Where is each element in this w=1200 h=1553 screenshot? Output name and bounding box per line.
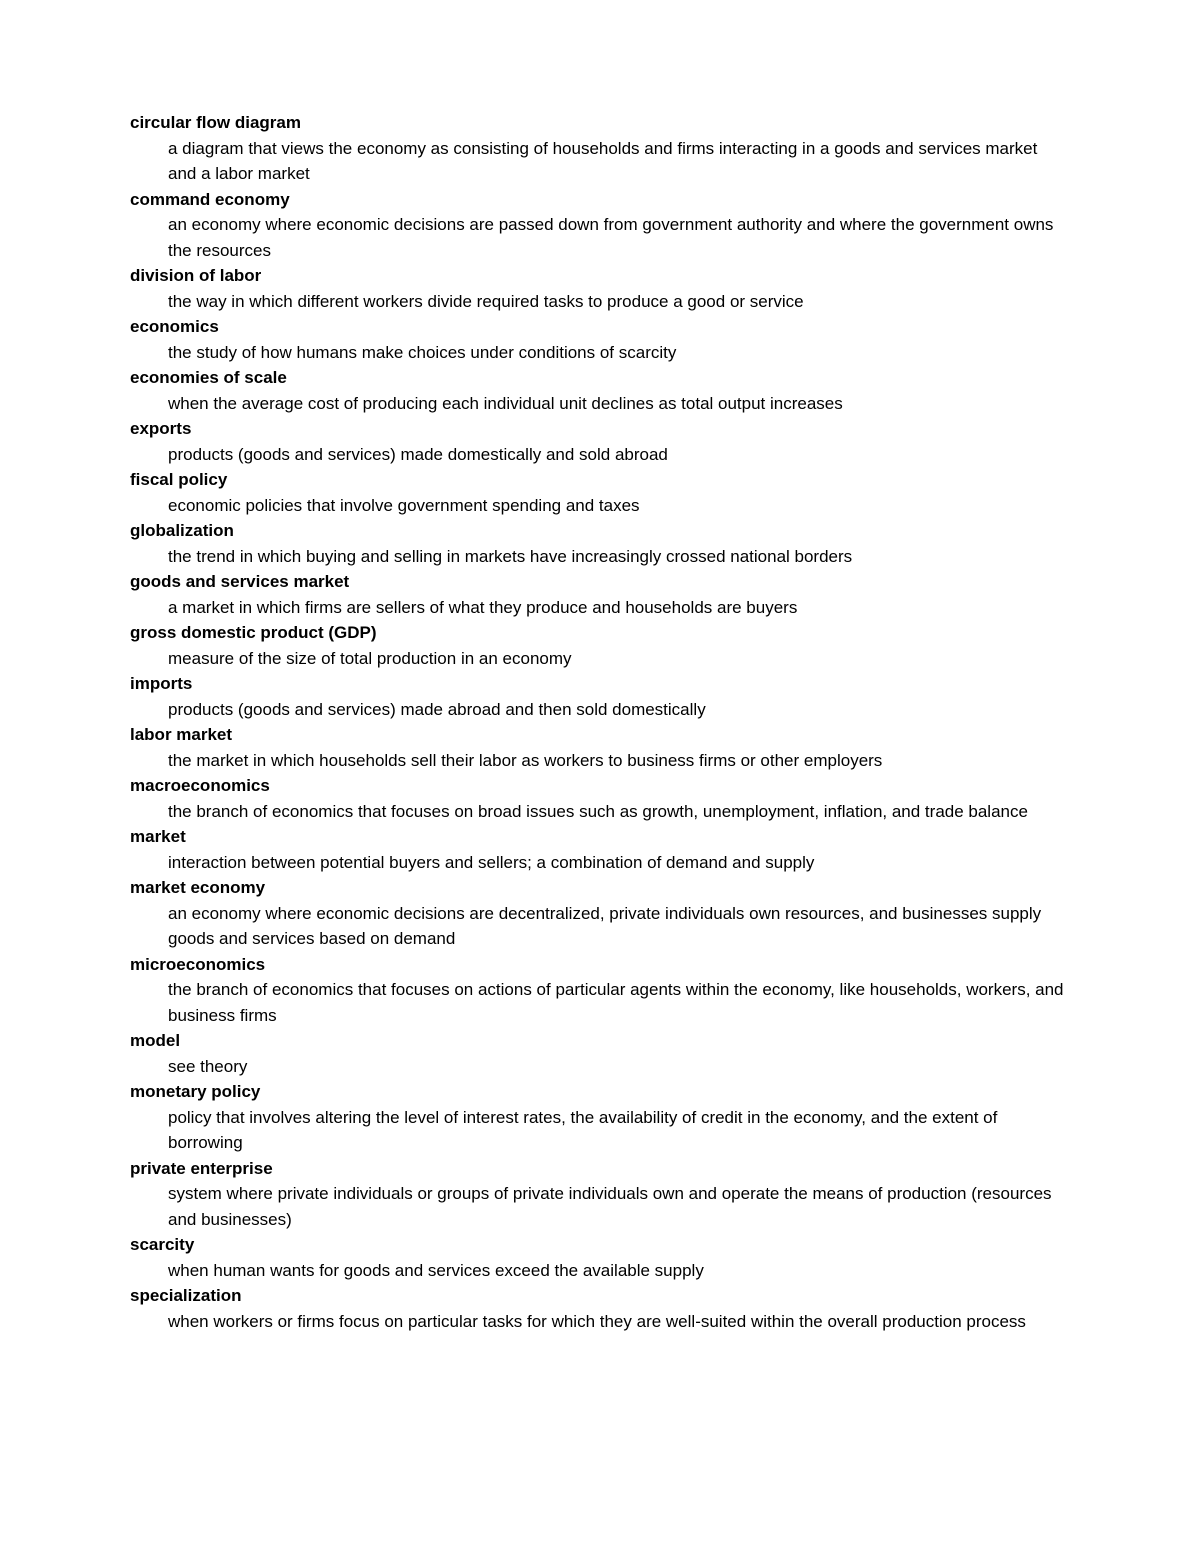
glossary-entry: marketinteraction between potential buye… [130, 824, 1070, 875]
glossary-entry: importsproducts (goods and services) mad… [130, 671, 1070, 722]
glossary-definition: an economy where economic decisions are … [130, 212, 1070, 263]
glossary-definition: the trend in which buying and selling in… [130, 544, 1070, 570]
glossary-term: scarcity [130, 1232, 1070, 1258]
glossary-definition: see theory [130, 1054, 1070, 1080]
glossary-entry: labor marketthe market in which househol… [130, 722, 1070, 773]
glossary-entry: circular flow diagrama diagram that view… [130, 110, 1070, 187]
glossary-entry: goods and services marketa market in whi… [130, 569, 1070, 620]
glossary-definition: an economy where economic decisions are … [130, 901, 1070, 952]
glossary-term: circular flow diagram [130, 110, 1070, 136]
glossary-entry: economicsthe study of how humans make ch… [130, 314, 1070, 365]
glossary-entry: scarcitywhen human wants for goods and s… [130, 1232, 1070, 1283]
glossary-term: economics [130, 314, 1070, 340]
glossary-definition: when human wants for goods and services … [130, 1258, 1070, 1284]
glossary-definition: the branch of economics that focuses on … [130, 799, 1070, 825]
glossary-term: globalization [130, 518, 1070, 544]
glossary-list: circular flow diagrama diagram that view… [130, 110, 1070, 1334]
glossary-term: exports [130, 416, 1070, 442]
glossary-entry: private enterprisesystem where private i… [130, 1156, 1070, 1233]
glossary-definition: a diagram that views the economy as cons… [130, 136, 1070, 187]
glossary-definition: products (goods and services) made abroa… [130, 697, 1070, 723]
glossary-entry: gross domestic product (GDP)measure of t… [130, 620, 1070, 671]
glossary-entry: globalizationthe trend in which buying a… [130, 518, 1070, 569]
glossary-term: monetary policy [130, 1079, 1070, 1105]
glossary-term: imports [130, 671, 1070, 697]
glossary-entry: modelsee theory [130, 1028, 1070, 1079]
glossary-term: gross domestic product (GDP) [130, 620, 1070, 646]
glossary-definition: when workers or firms focus on particula… [130, 1309, 1070, 1335]
glossary-entry: fiscal policyeconomic policies that invo… [130, 467, 1070, 518]
glossary-entry: macroeconomicsthe branch of economics th… [130, 773, 1070, 824]
glossary-entry: command economyan economy where economic… [130, 187, 1070, 264]
glossary-term: market economy [130, 875, 1070, 901]
glossary-definition: a market in which firms are sellers of w… [130, 595, 1070, 621]
glossary-term: macroeconomics [130, 773, 1070, 799]
glossary-term: goods and services market [130, 569, 1070, 595]
glossary-term: market [130, 824, 1070, 850]
glossary-definition: economic policies that involve governmen… [130, 493, 1070, 519]
glossary-term: microeconomics [130, 952, 1070, 978]
glossary-definition: the study of how humans make choices und… [130, 340, 1070, 366]
glossary-entry: exportsproducts (goods and services) mad… [130, 416, 1070, 467]
glossary-definition: measure of the size of total production … [130, 646, 1070, 672]
glossary-definition: the way in which different workers divid… [130, 289, 1070, 315]
glossary-entry: division of laborthe way in which differ… [130, 263, 1070, 314]
glossary-term: fiscal policy [130, 467, 1070, 493]
glossary-term: private enterprise [130, 1156, 1070, 1182]
glossary-entry: specializationwhen workers or firms focu… [130, 1283, 1070, 1334]
glossary-term: economies of scale [130, 365, 1070, 391]
glossary-entry: microeconomicsthe branch of economics th… [130, 952, 1070, 1029]
glossary-definition: system where private individuals or grou… [130, 1181, 1070, 1232]
glossary-term: division of labor [130, 263, 1070, 289]
glossary-term: specialization [130, 1283, 1070, 1309]
glossary-definition: policy that involves altering the level … [130, 1105, 1070, 1156]
glossary-definition: when the average cost of producing each … [130, 391, 1070, 417]
glossary-entry: market economyan economy where economic … [130, 875, 1070, 952]
glossary-term: labor market [130, 722, 1070, 748]
glossary-term: command economy [130, 187, 1070, 213]
glossary-entry: monetary policypolicy that involves alte… [130, 1079, 1070, 1156]
glossary-definition: the branch of economics that focuses on … [130, 977, 1070, 1028]
glossary-entry: economies of scalewhen the average cost … [130, 365, 1070, 416]
glossary-definition: the market in which households sell thei… [130, 748, 1070, 774]
glossary-definition: interaction between potential buyers and… [130, 850, 1070, 876]
glossary-definition: products (goods and services) made domes… [130, 442, 1070, 468]
glossary-term: model [130, 1028, 1070, 1054]
